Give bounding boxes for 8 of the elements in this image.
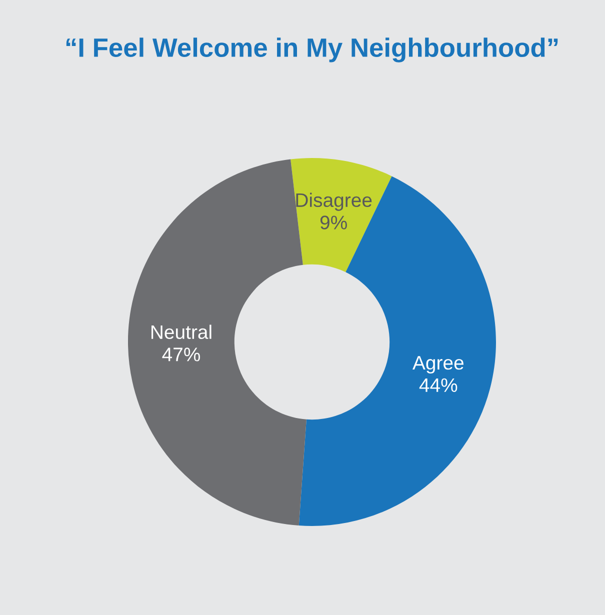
slice-label: Disagree xyxy=(296,192,372,211)
slice-label: Agree xyxy=(412,356,464,374)
donut-slice xyxy=(290,158,392,272)
data-label: 47% xyxy=(162,348,200,362)
data-label: 9% xyxy=(320,216,347,230)
data-label: 44% xyxy=(419,378,458,392)
slice-label: Neutral xyxy=(151,324,212,340)
chart-title: “I Feel Welcome in My Neighbourhood” xyxy=(66,38,558,62)
